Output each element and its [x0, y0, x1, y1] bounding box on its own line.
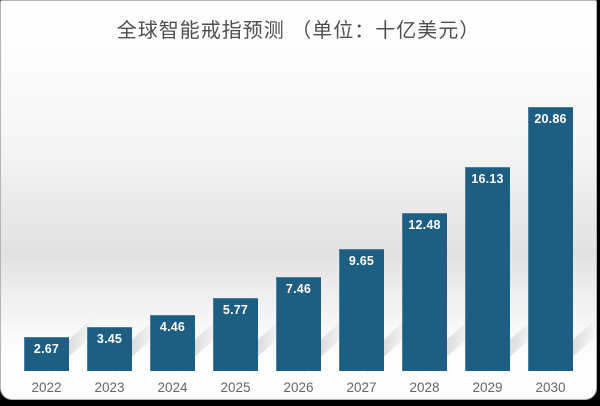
- bar-column-2024: 4.46 2024: [150, 308, 230, 395]
- bar-2025: 5.77: [213, 298, 258, 371]
- bar-column-2029: 16.13 2029: [465, 167, 545, 395]
- bar-column-2030: 20.86 2030: [528, 107, 600, 395]
- bar-2029: 16.13: [465, 167, 510, 371]
- bar-value-label: 3.45: [96, 332, 123, 346]
- bar-2024: 4.46: [150, 315, 195, 371]
- bar-column-2026: 7.46 2026: [276, 277, 356, 395]
- bar-2026: 7.46: [276, 277, 321, 371]
- bar-2027: 9.65: [339, 249, 384, 371]
- bar-2030: 20.86: [528, 107, 573, 371]
- x-axis-label-2025: 2025: [220, 380, 251, 395]
- bar-column-2028: 12.48 2028: [402, 213, 482, 395]
- bar-column-2022: 2.67 2022: [24, 308, 104, 395]
- bar-value-label: 2.67: [33, 342, 60, 356]
- x-axis-label-2027: 2027: [346, 380, 377, 395]
- bar-2028: 12.48: [402, 213, 447, 371]
- x-axis-label-2022: 2022: [31, 380, 62, 395]
- x-axis-label-2026: 2026: [283, 380, 314, 395]
- bar-value-label: 9.65: [348, 254, 375, 268]
- bar-2023: 3.45: [87, 327, 132, 371]
- bar-column-2023: 3.45 2023: [87, 308, 167, 395]
- x-axis-label-2024: 2024: [157, 380, 188, 395]
- bar-value-label: 16.13: [471, 172, 504, 186]
- bar-value-label: 5.77: [222, 303, 249, 317]
- bar-2022: 2.67: [24, 337, 69, 371]
- plot-area: 2.67 2022 3.45 2023 4.46 2024 5.77 2025 7.46 2026…: [24, 107, 600, 395]
- x-axis-label-2023: 2023: [94, 380, 125, 395]
- bar-value-label: 7.46: [285, 282, 312, 296]
- bar-value-label: 12.48: [408, 218, 441, 232]
- x-axis-label-2028: 2028: [409, 380, 440, 395]
- bar-column-2025: 5.77 2025: [213, 298, 293, 395]
- x-axis-label-2030: 2030: [535, 380, 566, 395]
- bar-value-label: 20.86: [534, 112, 567, 126]
- x-axis-label-2029: 2029: [472, 380, 503, 395]
- chart-title: 全球智能戒指预测 （单位：十亿美元）: [116, 20, 481, 42]
- bar-column-2027: 9.65 2027: [339, 249, 419, 395]
- bar-value-label: 4.46: [159, 320, 186, 334]
